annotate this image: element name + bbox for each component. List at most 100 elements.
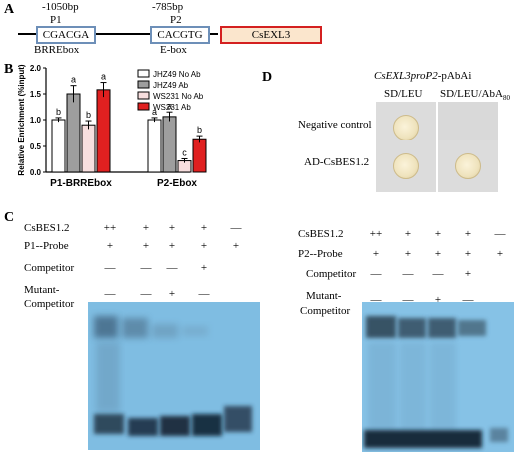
- lane-smear: [368, 342, 396, 432]
- y-axis-label: Relative Enrichment (%input): [17, 64, 26, 175]
- lane-smear: [96, 342, 120, 412]
- free-probe-band: [364, 430, 482, 448]
- left-cell: —: [166, 262, 178, 274]
- right-cell: —: [402, 268, 414, 280]
- bar: [51, 119, 66, 173]
- shifted-band: [94, 316, 118, 338]
- bar: [96, 89, 111, 173]
- yeast-title: CsEXL3proP2-pAbAi: [374, 70, 471, 82]
- shifted-band: [152, 324, 178, 338]
- left-cell: —: [140, 288, 152, 300]
- yeast-colony: [393, 153, 419, 179]
- right-cell: —: [402, 294, 414, 306]
- legend-swatch: [137, 102, 150, 111]
- left-cell: —: [230, 222, 242, 234]
- legend-label: WS231 No Ab: [153, 92, 204, 101]
- left-cell: —: [104, 288, 116, 300]
- free-probe-band: [192, 414, 222, 436]
- yeast-plate-ad-aba: [438, 140, 498, 192]
- free-probe-band: [490, 428, 508, 442]
- p2-label: P2: [170, 14, 182, 26]
- right-row-label-probe: P2--Probe: [298, 248, 343, 260]
- significance-letter: b: [86, 110, 91, 120]
- right-row-label-protein: CsBES1.2: [298, 228, 344, 240]
- column-header-aba-subscript: 80: [502, 94, 510, 103]
- p1-sequence-box: CGACGA: [36, 26, 96, 44]
- significance-letter: b: [197, 125, 202, 135]
- shifted-band: [428, 318, 456, 338]
- left-cell: —: [140, 262, 152, 274]
- left-cell: +: [168, 222, 176, 234]
- y-tick-label: 0.0: [30, 168, 42, 177]
- right-cell: +: [404, 248, 412, 260]
- column-header-aba-main: SD/LEU/AbA: [440, 88, 503, 100]
- emsa-gel-right-bands: [362, 302, 514, 452]
- right-cell: +: [464, 268, 472, 280]
- right-cell: +: [434, 248, 442, 260]
- left-cell: +: [200, 222, 208, 234]
- panel-d-letter: D: [262, 70, 273, 85]
- right-cell: —: [462, 294, 474, 306]
- left-cell: ++: [103, 222, 117, 234]
- legend-label: JHZ49 Ab: [153, 81, 189, 90]
- construct-suffix: -pAbAi: [437, 70, 472, 82]
- significance-letter: c: [182, 147, 187, 157]
- right-row-label-mutant-competitor: Competitor: [300, 305, 351, 317]
- right-cell: —: [370, 268, 382, 280]
- category-label: P1-BRREbox: [50, 178, 112, 189]
- left-cell: +: [142, 222, 150, 234]
- panel-b-letter: B: [4, 62, 14, 77]
- right-cell: ++: [369, 228, 383, 240]
- right-cell: +: [434, 228, 442, 240]
- yeast-plate-ad-sd-leu: [376, 140, 436, 192]
- significance-letter: a: [167, 101, 172, 111]
- left-cell: +: [200, 262, 208, 274]
- y-tick-label: 1.5: [30, 90, 42, 99]
- legend-label: JHZ49 No Ab: [153, 70, 201, 79]
- legend-swatch: [137, 91, 150, 100]
- bar: [192, 138, 207, 173]
- left-row-label-competitor: Competitor: [24, 262, 75, 274]
- bar: [81, 124, 96, 173]
- chip-bar-chart: 0.0 0.5 1.0 1.5 2.0 Relative Enrichment (%inp…: [17, 64, 207, 189]
- significance-letter: a: [101, 72, 106, 82]
- free-probe-band: [160, 416, 190, 436]
- left-row-label-mutant: Mutant-: [24, 284, 60, 296]
- yeast-colony: [393, 115, 419, 141]
- column-header-sd-leu: SD/LEU: [384, 88, 423, 100]
- shifted-band: [366, 316, 396, 338]
- y-tick-label: 1.0: [30, 116, 42, 125]
- y-tick-label: 0.5: [30, 142, 42, 151]
- left-cell: +: [142, 240, 150, 252]
- free-probe-band: [94, 414, 124, 434]
- left-cell: —: [104, 262, 116, 274]
- legend-label: WS231 Ab: [153, 103, 191, 112]
- left-cell: +: [106, 240, 114, 252]
- right-row-label-mutant: Mutant-: [306, 290, 342, 302]
- right-cell: —: [494, 228, 506, 240]
- left-cell: +: [168, 288, 176, 300]
- significance-letter: a: [152, 107, 157, 117]
- emsa-gel-left: [88, 302, 260, 450]
- left-row-label-mutant-competitor: Competitor: [24, 298, 75, 310]
- row-label-ad-csbes12: AD-CsBES1.2: [304, 156, 370, 168]
- free-probe-band: [224, 406, 252, 432]
- left-cell: —: [198, 288, 210, 300]
- panel-a-letter: A: [4, 2, 15, 17]
- lane-smear: [430, 342, 456, 432]
- right-cell: +: [464, 248, 472, 260]
- left-cell: +: [200, 240, 208, 252]
- right-cell: +: [434, 294, 442, 306]
- shifted-band: [458, 320, 486, 336]
- panel-c-letter: C: [4, 210, 15, 225]
- left-row-label-probe: P1--Probe: [24, 240, 69, 252]
- bar: [66, 93, 81, 173]
- right-cell: +: [372, 248, 380, 260]
- yeast-colony: [455, 153, 481, 179]
- significance-letter: b: [56, 107, 61, 117]
- right-cell: +: [464, 228, 472, 240]
- p2-position-label: -785bp: [152, 1, 184, 13]
- category-label: P2-Ebox: [157, 178, 197, 189]
- p1-label: P1: [50, 14, 62, 26]
- emsa-gel-left-bands: [88, 302, 260, 450]
